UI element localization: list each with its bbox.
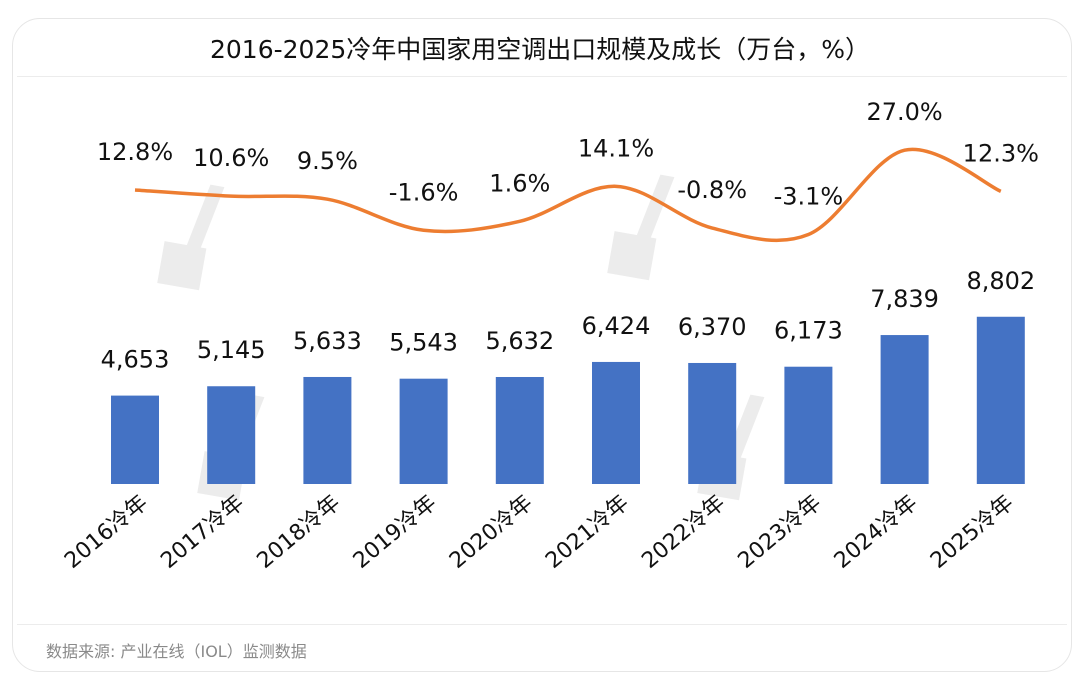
bar bbox=[495, 376, 544, 484]
source-note: 数据来源: 产业在线（IOL）监测数据 bbox=[46, 642, 307, 661]
bar bbox=[111, 395, 159, 484]
bar bbox=[688, 362, 737, 484]
bar-data-label: 5,145 bbox=[197, 336, 266, 364]
line-data-label: 12.8% bbox=[97, 138, 173, 166]
bar-data-label: 4,653 bbox=[101, 346, 170, 374]
bar-data-label: 5,632 bbox=[485, 327, 554, 355]
watermark-logo bbox=[157, 184, 225, 291]
x-tick-label: 2020冷年 bbox=[445, 490, 538, 573]
bar-data-label: 6,424 bbox=[582, 312, 651, 340]
line-data-label: -3.1% bbox=[774, 182, 844, 210]
x-tick-label: 2016冷年 bbox=[60, 490, 153, 573]
x-tick-label: 2024冷年 bbox=[830, 490, 923, 573]
growth-line bbox=[134, 147, 1002, 243]
bar-data-label: 5,633 bbox=[293, 327, 362, 355]
line-data-label: 12.3% bbox=[963, 139, 1039, 167]
bar-data-label: 6,370 bbox=[678, 313, 747, 341]
bar bbox=[303, 376, 352, 484]
bar-data-label: 5,543 bbox=[389, 329, 458, 357]
line-data-label: 14.1% bbox=[578, 134, 654, 162]
bar bbox=[592, 361, 640, 484]
x-tick-label: 2017冷年 bbox=[156, 490, 249, 573]
bar-data-label: 8,802 bbox=[966, 267, 1035, 295]
x-tick-label: 2019冷年 bbox=[349, 490, 442, 573]
line-data-label: 27.0% bbox=[866, 98, 942, 126]
line-data-label: -1.6% bbox=[389, 178, 459, 206]
x-tick-label: 2018冷年 bbox=[253, 490, 346, 573]
bar bbox=[784, 366, 833, 484]
bar-data-label: 7,839 bbox=[870, 285, 939, 313]
line-data-label: 10.6% bbox=[193, 144, 269, 172]
bar bbox=[976, 316, 1025, 484]
line-data-label: -0.8% bbox=[677, 176, 747, 204]
x-tick-label: 2022冷年 bbox=[637, 490, 730, 573]
title-divider bbox=[17, 76, 1067, 77]
bar bbox=[399, 378, 448, 484]
line-data-label: 9.5% bbox=[297, 147, 358, 175]
bar bbox=[207, 386, 256, 484]
x-tick-label: 2021冷年 bbox=[541, 490, 634, 573]
x-tick-label: 2023冷年 bbox=[734, 490, 827, 573]
bar-data-label: 6,173 bbox=[774, 317, 843, 345]
footer-divider bbox=[17, 624, 1067, 625]
x-tick-label: 2025冷年 bbox=[926, 490, 1019, 573]
chart-title: 2016-2025冷年中国家用空调出口规模及成长（万台，%） bbox=[209, 35, 871, 64]
bar bbox=[880, 335, 929, 484]
line-data-label: 1.6% bbox=[489, 169, 550, 197]
